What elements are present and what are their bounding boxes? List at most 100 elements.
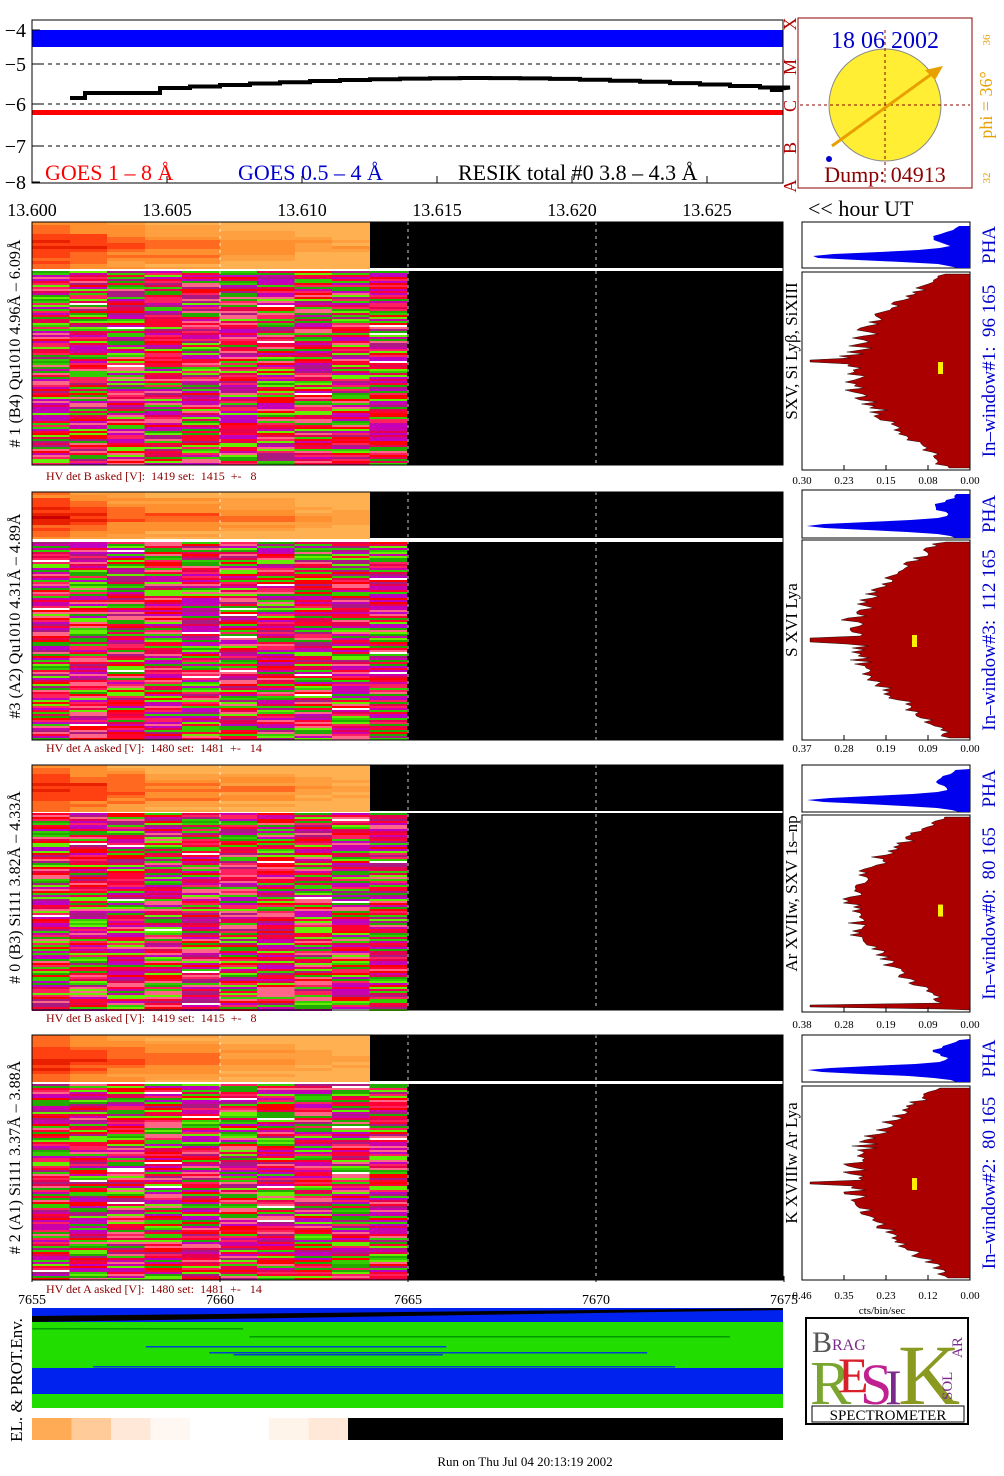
heatmap-cell [332, 1116, 370, 1118]
heatmap-cell [144, 1220, 183, 1222]
heatmap-cell [69, 913, 108, 915]
heatmap-cell [107, 590, 145, 592]
heatmap-cell [332, 451, 370, 453]
heatmap-cell [182, 674, 220, 676]
heatmap-cell [107, 359, 145, 361]
heatmap-cell [69, 1168, 108, 1170]
heatmap-cell [332, 329, 370, 331]
heatmap-cell [257, 1242, 295, 1244]
heatmap-cell [107, 576, 145, 578]
heatmap-cell [294, 363, 333, 365]
heatmap-cell [332, 917, 370, 919]
heatmap-cell [144, 1166, 183, 1168]
heatmap-cell [182, 337, 220, 339]
heatmap-cell [294, 915, 333, 917]
heatmap-cell [32, 636, 70, 638]
heatmap-cell [32, 931, 70, 933]
heatmap-cell [182, 291, 220, 293]
heatmap-cell [107, 1234, 145, 1236]
heatmap-cell [69, 941, 108, 943]
heatmap-cell [219, 965, 258, 967]
heatmap-cell [257, 853, 295, 855]
heatmap-cell [219, 1248, 258, 1250]
heatmap-cell [369, 399, 408, 401]
heatmap-cell [332, 429, 370, 431]
heatmap-cell [107, 967, 145, 969]
heatmap-cell [220, 795, 295, 798]
heatmap-cell [257, 1198, 295, 1200]
heatmap-cell [144, 375, 183, 377]
heatmap-cell [332, 1174, 370, 1176]
heatmap-cell [32, 987, 70, 989]
heatmap-cell [332, 620, 370, 622]
heatmap-cell [294, 624, 333, 626]
heatmap-cell [219, 327, 258, 329]
heatmap-cell [107, 648, 145, 650]
heatmap-cell [294, 813, 333, 815]
heatmap-cell [107, 698, 145, 700]
heatmap-cell [32, 1268, 70, 1270]
heatmap-cell [294, 433, 333, 435]
heatmap-cell [294, 919, 333, 921]
heatmap-cell [182, 971, 220, 973]
heatmap-cell [69, 1005, 108, 1007]
heatmap-cell [182, 564, 220, 566]
heatmap-cell [107, 321, 145, 323]
heatmap-cell [182, 997, 220, 999]
heatmap-cell [257, 443, 295, 445]
heatmap-cell [219, 686, 258, 688]
heatmap-cell [182, 947, 220, 949]
heatmap-cell [219, 1200, 258, 1202]
heatmap-cell [107, 650, 145, 652]
heatmap-cell [107, 869, 145, 871]
heatmap-cell [182, 634, 220, 636]
heatmap-cell [294, 439, 333, 441]
heatmap-cell [295, 1044, 332, 1047]
heatmap-cell [107, 981, 145, 983]
heatmap-cell [182, 967, 220, 969]
heatmap-cell [144, 369, 183, 371]
heatmap-cell [257, 1244, 295, 1246]
heatmap-cell [220, 810, 295, 813]
heatmap-cell [295, 765, 332, 768]
heatmap-cell [182, 909, 220, 911]
heatmap-cell [144, 301, 183, 303]
heatmap-cell [32, 393, 70, 395]
heatmap-cell [369, 626, 408, 628]
heatmap-cell [219, 417, 258, 419]
heatmap-cell [369, 1126, 408, 1128]
heatmap-cell [219, 664, 258, 666]
heatmap-cell [332, 1196, 370, 1198]
heatmap-cell [294, 1086, 333, 1088]
heatmap-cell [332, 957, 370, 959]
heatmap-cell [219, 395, 258, 397]
heatmap-cell [294, 1172, 333, 1174]
heatmap-cell [182, 1176, 220, 1178]
heatmap-cell [257, 851, 295, 853]
heatmap-cell [369, 381, 408, 383]
heatmap-cell [219, 1106, 258, 1108]
heatmap-cell [219, 1194, 258, 1196]
heatmap-cell [144, 712, 183, 714]
heatmap-cell [257, 730, 295, 732]
heatmap-cell [219, 891, 258, 893]
heatmap-cell [219, 1152, 258, 1154]
heatmap-cell [182, 642, 220, 644]
heatmap-cell [257, 403, 295, 405]
heatmap-cell [69, 815, 108, 817]
heatmap-cell [107, 606, 145, 608]
heatmap-cell [32, 1106, 70, 1108]
heatmap-cell [332, 875, 370, 877]
heatmap-cell [294, 339, 333, 341]
heatmap-cell [182, 590, 220, 592]
heatmap-cell [32, 550, 70, 552]
heatmap-cell [219, 909, 258, 911]
heatmap-cell [219, 321, 258, 323]
heatmap-cell [369, 1268, 408, 1270]
heatmap-cell [257, 662, 295, 664]
heatmap-cell [369, 389, 408, 391]
heatmap-cell [182, 1152, 220, 1154]
heatmap-cell [332, 568, 370, 570]
heatmap-cell [332, 425, 370, 427]
heatmap-cell [32, 598, 70, 600]
